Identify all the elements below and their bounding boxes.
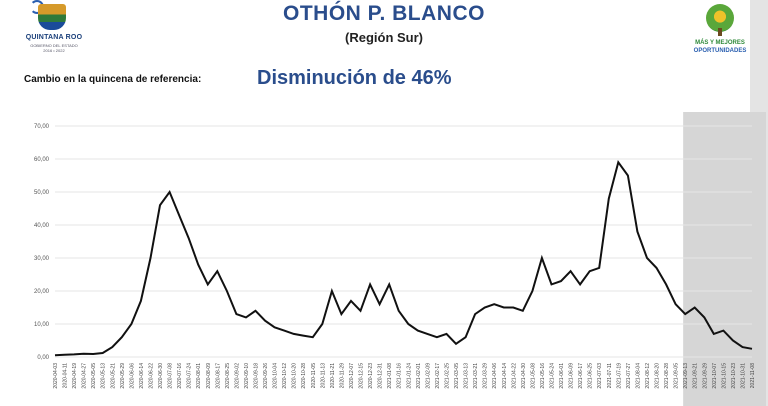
- x-tick-label: 2020-06-14: [139, 363, 145, 389]
- x-tick-label: 2021-02-09: [425, 363, 431, 389]
- change-value: Disminución de 46%: [257, 67, 452, 89]
- x-tick-label: 2020-05-21: [110, 363, 116, 389]
- left-logo-name: QUINTANA ROO: [25, 34, 83, 41]
- x-tick-label: 2021-05-24: [549, 363, 555, 389]
- x-tick-label: 2021-02-25: [444, 363, 450, 389]
- x-tick-label: 2021-05-16: [540, 363, 546, 389]
- x-tick-label: 2021-03-29: [483, 363, 489, 389]
- quintana-roo-logo: QUINTANA ROO GOBIERNO DEL ESTADO 2016 • …: [22, 0, 86, 56]
- x-tick-label: 2020-11-29: [339, 363, 345, 388]
- x-tick-label: 2021-07-19: [616, 363, 622, 389]
- x-tick-label: 2021-06-17: [578, 363, 584, 389]
- x-tick-label: 2020-09-02: [234, 363, 240, 389]
- x-tick-label: 2021-09-29: [702, 363, 708, 389]
- x-tick-label: 2020-09-18: [254, 363, 260, 389]
- x-tick-label: 2020-12-31: [378, 363, 384, 389]
- page-subtitle: (Región Sur): [345, 30, 423, 45]
- x-tick-label: 2021-04-14: [502, 363, 508, 389]
- x-tick-label: 2020-12-15: [359, 363, 365, 389]
- x-tick-label: 2021-03-21: [473, 363, 479, 389]
- page-title: OTHÓN P. BLANCO: [283, 2, 485, 25]
- change-label: Cambio en la quincena de referencia:: [24, 74, 202, 85]
- mas-y-mejores-logo: MÁS Y MEJORES OPORTUNIDADES: [690, 4, 750, 60]
- x-tick-label: 2021-03-05: [454, 363, 460, 389]
- x-tick-label: 2021-09-21: [693, 363, 699, 389]
- x-tick-label: 2020-12-23: [368, 363, 374, 389]
- x-tick-label: 2021-07-03: [597, 363, 603, 389]
- right-logo-line1: MÁS Y MEJORES: [695, 40, 745, 46]
- x-tick-label: 2020-10-12: [282, 363, 288, 389]
- x-tick-label: 2020-05-05: [91, 363, 97, 389]
- x-tick-label: 2021-08-28: [664, 363, 670, 389]
- x-tick-label: 2021-07-27: [626, 363, 632, 389]
- y-tick-label: 40,00: [34, 223, 50, 229]
- y-tick-label: 20,00: [34, 289, 50, 295]
- x-tick-label: 2021-01-16: [397, 363, 403, 389]
- right-logo-line2: OPORTUNIDADES: [693, 48, 747, 54]
- recent-period-band: [683, 112, 766, 406]
- x-tick-label: 2021-06-25: [588, 363, 594, 389]
- left-logo-sub: GOBIERNO DEL ESTADO: [30, 43, 78, 48]
- x-tick-label: 2021-08-20: [655, 363, 661, 389]
- x-tick-label: 2021-06-09: [569, 363, 575, 389]
- x-tick-label: 2021-01-24: [406, 363, 412, 389]
- x-tick-label: 2021-06-01: [559, 363, 565, 389]
- series-line: [54, 160, 753, 357]
- x-tick-label: 2020-04-03: [53, 363, 59, 389]
- x-tick-label: 2021-04-06: [492, 363, 498, 389]
- y-tick-label: 30,00: [34, 256, 50, 262]
- x-tick-label: 2021-02-01: [416, 363, 422, 389]
- x-tick-label: 2021-09-05: [674, 363, 680, 389]
- x-tick-label: 2020-04-19: [72, 363, 78, 389]
- x-tick-label: 2020-11-05: [311, 363, 317, 388]
- x-tick-label: 2021-07-11: [607, 363, 613, 388]
- x-tick-label: 2020-04-27: [82, 363, 88, 389]
- x-tick-label: 2020-08-09: [206, 363, 212, 389]
- x-tick-label: 2020-07-24: [187, 363, 193, 389]
- x-tick-label: 2021-08-12: [645, 363, 651, 389]
- x-tick-label: 2020-07-08: [168, 363, 174, 389]
- x-tick-label: 2020-05-29: [120, 363, 126, 389]
- x-tick-label: 2020-08-17: [215, 363, 221, 389]
- x-tick-label: 2021-10-23: [731, 363, 737, 389]
- x-tick-label: 2021-09-13: [683, 363, 689, 389]
- x-tick-label: 2021-04-30: [521, 363, 527, 389]
- x-tick-label: 2020-07-16: [177, 363, 183, 389]
- x-tick-label: 2020-11-13: [320, 363, 326, 388]
- x-tick-label: 2020-06-30: [158, 363, 164, 389]
- y-tick-label: 60,00: [34, 157, 50, 163]
- x-tick-label: 2021-08-04: [635, 363, 641, 389]
- x-tick-label: 2021-03-13: [464, 363, 470, 389]
- x-tick-label: 2020-10-28: [301, 363, 307, 389]
- y-tick-label: 70,00: [34, 124, 50, 130]
- x-tick-label: 2020-08-01: [196, 363, 202, 389]
- x-tick-label: 2021-10-31: [740, 363, 746, 389]
- x-tick-label: 2020-05-13: [101, 363, 107, 389]
- x-tick-label: 2021-11-08: [750, 363, 756, 388]
- x-tick-label: 2020-10-04: [273, 363, 279, 389]
- x-tick-label: 2020-06-22: [148, 363, 154, 389]
- x-tick-label: 2020-11-21: [330, 363, 336, 388]
- y-tick-label: 0,00: [37, 355, 49, 361]
- line-chart: 0,0010,0020,0030,0040,0050,0060,0070,00 …: [34, 112, 766, 406]
- shield-icon: [38, 4, 66, 30]
- x-tick-label: 2020-04-11: [63, 363, 69, 388]
- x-tick-label: 2021-10-07: [712, 363, 718, 389]
- x-tick-label: 2021-01-08: [387, 363, 393, 389]
- left-logo-years: 2016 • 2022: [43, 48, 65, 53]
- y-tick-label: 50,00: [34, 190, 50, 196]
- x-tick-label: 2021-10-15: [721, 363, 727, 389]
- x-tick-label: 2021-02-17: [435, 363, 441, 389]
- x-tick-label: 2020-10-20: [292, 363, 298, 389]
- y-tick-label: 10,00: [34, 322, 50, 328]
- x-tick-label: 2020-09-26: [263, 363, 269, 389]
- x-tick-label: 2020-09-10: [244, 363, 250, 389]
- tree-icon: [706, 4, 734, 32]
- x-tick-label: 2021-05-08: [530, 363, 536, 389]
- x-tick-label: 2020-12-07: [349, 363, 355, 389]
- tree-trunk: [718, 28, 722, 36]
- x-tick-label: 2020-06-06: [129, 363, 135, 389]
- x-tick-label: 2021-04-22: [511, 363, 517, 389]
- x-tick-label: 2020-08-25: [225, 363, 231, 389]
